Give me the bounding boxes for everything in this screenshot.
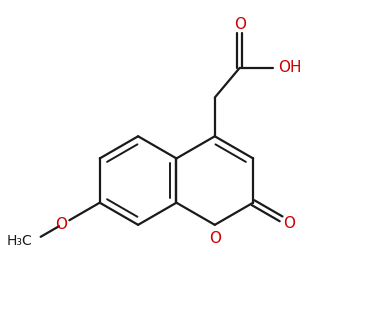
Text: O: O [209,231,221,246]
Text: H₃C: H₃C [7,234,33,249]
Text: O: O [55,217,68,232]
Text: OH: OH [278,60,302,75]
Text: O: O [283,216,295,231]
Text: O: O [234,17,246,32]
